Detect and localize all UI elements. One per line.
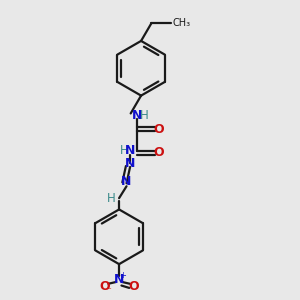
Text: N: N: [125, 143, 135, 157]
Text: O: O: [100, 280, 110, 292]
Text: CH₃: CH₃: [172, 18, 190, 28]
Text: O: O: [154, 146, 164, 159]
Text: ⁻: ⁻: [106, 286, 111, 296]
Text: H: H: [119, 143, 128, 157]
Text: N: N: [125, 157, 135, 170]
Text: O: O: [154, 123, 164, 136]
Text: +: +: [119, 271, 126, 280]
Text: N: N: [131, 109, 142, 122]
Text: H: H: [107, 192, 116, 205]
Text: O: O: [128, 280, 139, 292]
Text: N: N: [114, 273, 124, 286]
Text: N: N: [121, 175, 132, 188]
Text: H: H: [140, 109, 149, 122]
